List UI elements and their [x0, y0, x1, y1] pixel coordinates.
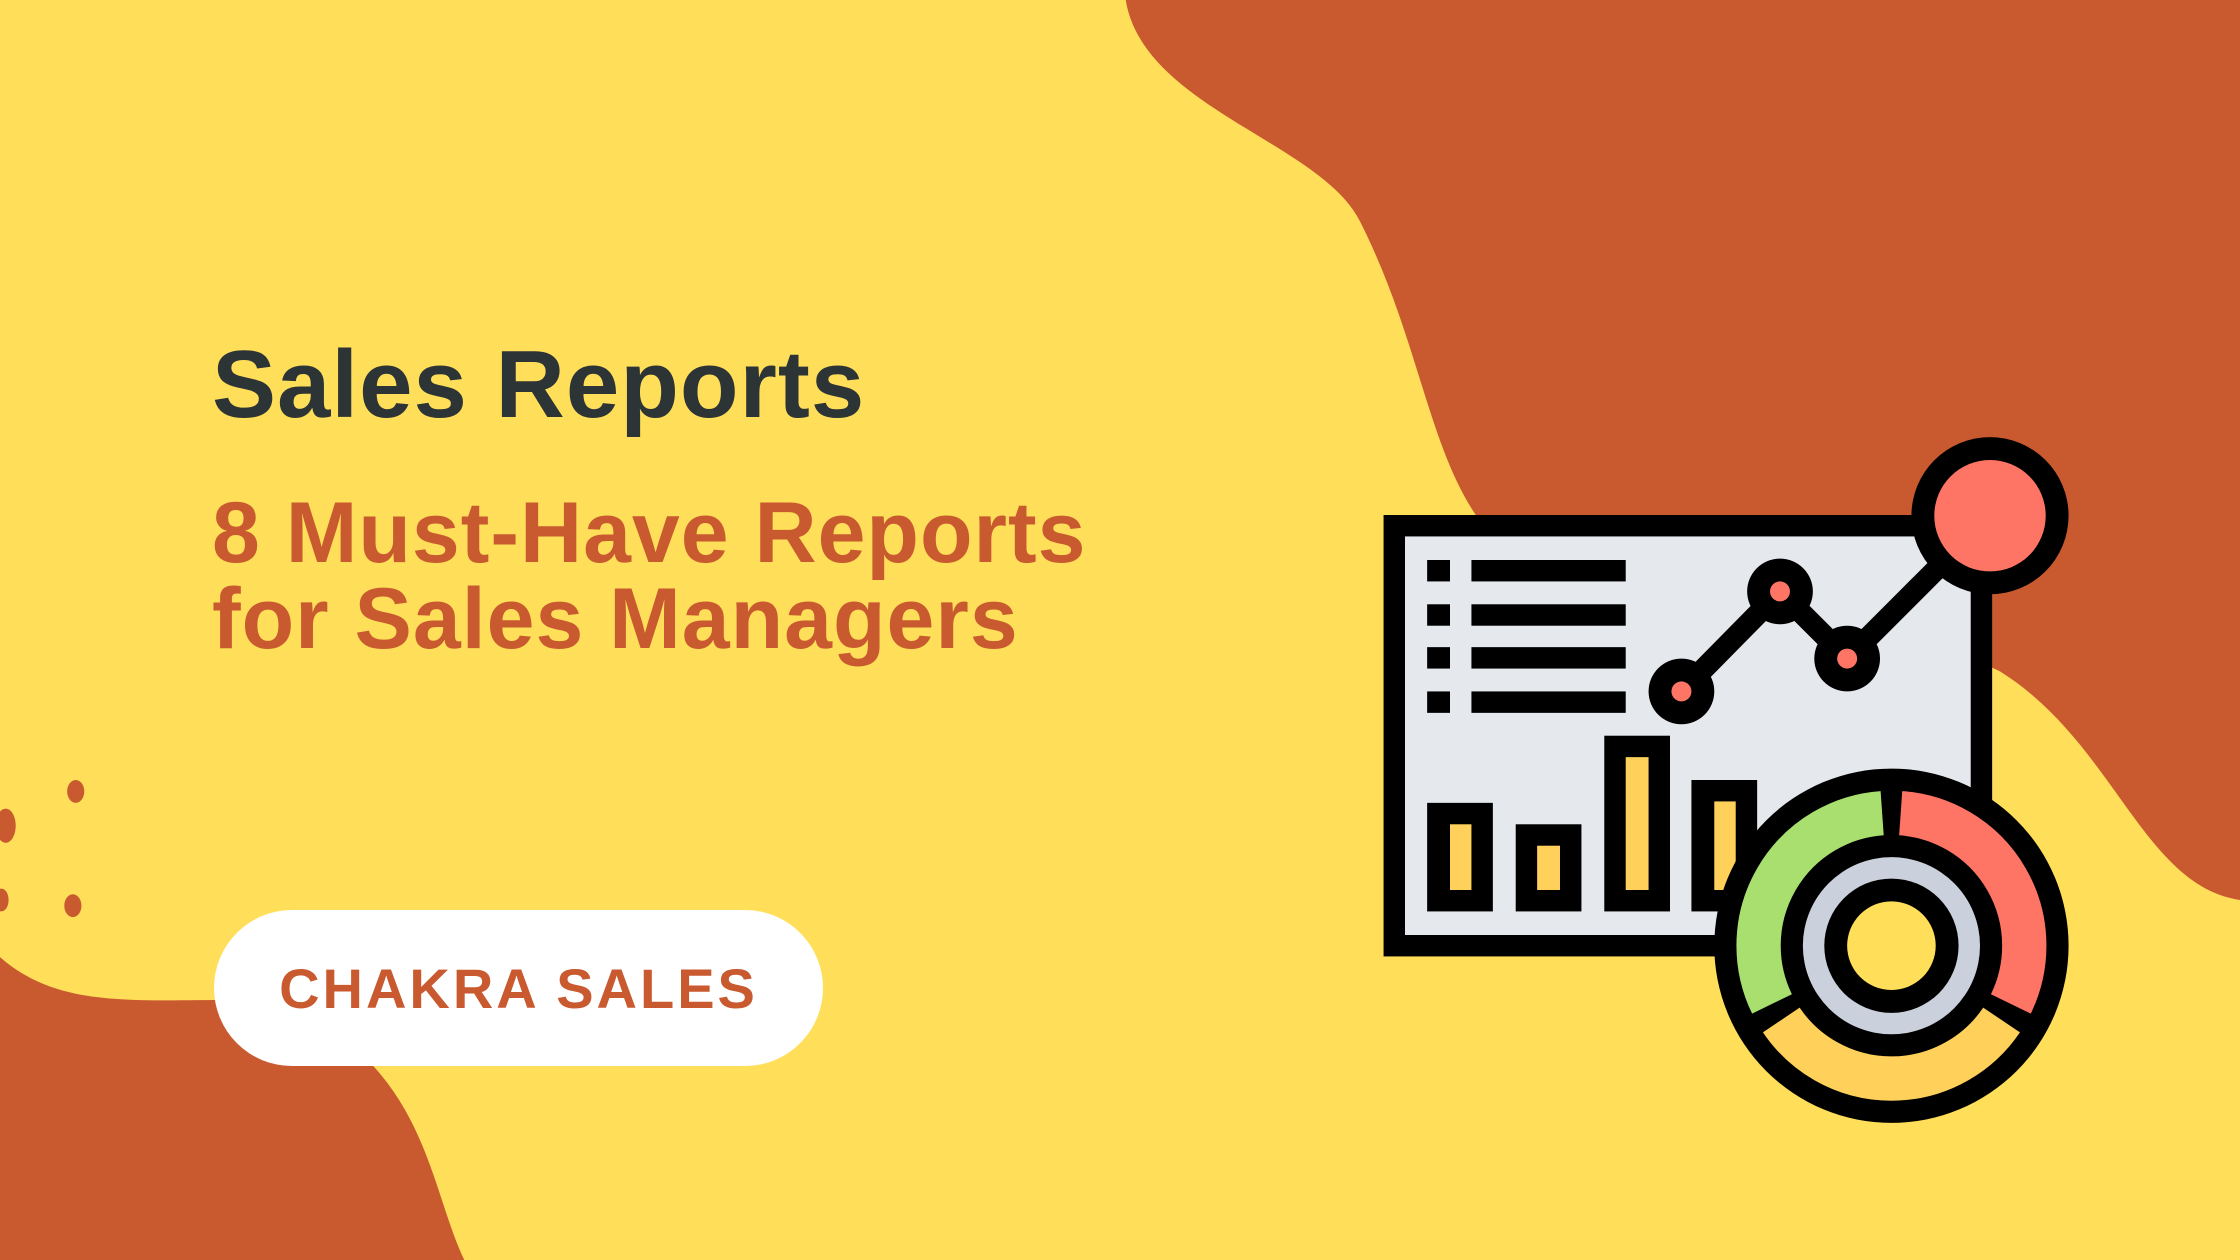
donut-chart-icon: [1714, 768, 2069, 1123]
donut-segment-green: [1736, 791, 1885, 1014]
donut-segment-coral: [1898, 791, 2047, 1014]
decorative-dot: [0, 808, 16, 843]
line-chart-icon: [1648, 437, 2069, 725]
subtitle-line-2: for Sales Managers: [212, 571, 1019, 667]
decorative-dot: [0, 888, 9, 912]
brand-label: CHAKRA SALES: [279, 956, 758, 1020]
subtitle: 8 Must-Have Reports for Sales Managers: [212, 490, 1086, 662]
subtitle-line-1: 8 Must-Have Reports: [212, 485, 1087, 581]
list-lines-icon: [1427, 560, 1626, 713]
top-right-blob: [1125, 0, 2240, 900]
donut-segment-yellow: [1762, 1007, 2020, 1101]
bar-chart-icon: [1427, 735, 1758, 912]
bottom-left-blob: [0, 957, 465, 1260]
decorative-dot: [67, 780, 85, 803]
page-title: Sales Reports: [212, 331, 866, 438]
sales-report-dashboard-icon: [1383, 437, 2069, 1123]
decorative-dot: [64, 894, 82, 918]
brand-badge: CHAKRA SALES: [214, 910, 823, 1066]
donut-ring: [1847, 901, 1936, 990]
